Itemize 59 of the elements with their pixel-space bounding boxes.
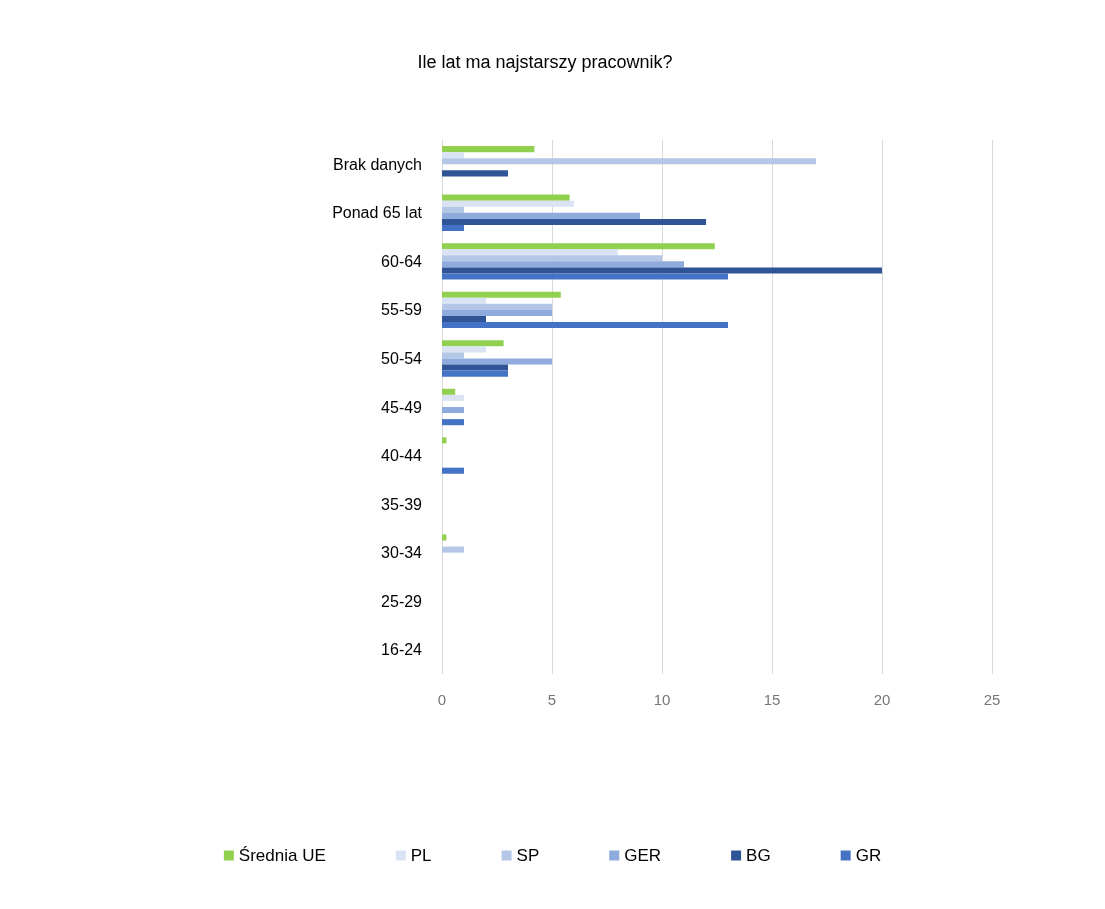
bar: [442, 249, 618, 256]
bar: [442, 419, 464, 426]
bar: [442, 261, 684, 268]
bar: [442, 370, 508, 377]
legend-label: GER: [624, 846, 662, 865]
bar: [442, 291, 561, 298]
bar: [442, 200, 574, 207]
bar: [442, 364, 508, 371]
legend-label: Średnia UE: [238, 846, 326, 865]
bar: [442, 534, 447, 541]
y-tick-label: 35-39: [381, 495, 423, 513]
bar: [442, 158, 816, 165]
bar: [442, 243, 715, 250]
bar: [442, 352, 464, 359]
bar: [442, 146, 535, 153]
bar: [442, 546, 464, 553]
y-tick-label: 45-49: [381, 398, 423, 416]
x-tick-label: 5: [547, 691, 557, 708]
bar: [442, 388, 456, 395]
legend-label: BG: [746, 846, 771, 865]
x-tick-label: 20: [873, 691, 891, 708]
bar: [442, 218, 706, 225]
y-tick-label: 30-34: [381, 544, 423, 562]
bar: [442, 358, 552, 365]
bar: [442, 394, 464, 401]
bar: [442, 224, 464, 232]
bar: [442, 467, 464, 474]
bar: [442, 309, 552, 316]
bar: [442, 407, 464, 414]
bar: [442, 340, 504, 347]
y-tick-label: 40-44: [381, 447, 423, 465]
chart-title: Ile lat ma najstarszy pracownik?: [417, 52, 673, 72]
x-tick-label: 0: [437, 691, 447, 708]
bar: [442, 170, 508, 177]
bar: [442, 297, 486, 304]
legend-label: SP: [516, 846, 540, 865]
x-tick-label: 25: [983, 691, 1001, 708]
bar: [442, 255, 662, 262]
y-tick-label: 25-29: [381, 592, 423, 610]
bar: [442, 194, 570, 201]
bar: [442, 315, 486, 323]
y-tick-label: 55-59: [381, 301, 423, 319]
y-tick-label: Ponad 65 lat: [332, 204, 423, 222]
bar: [442, 267, 882, 274]
bar: [442, 206, 464, 213]
x-tick-label: 10: [653, 691, 671, 708]
bar: [442, 212, 640, 219]
y-tick-label: 50-54: [381, 349, 423, 367]
bar: [442, 322, 728, 329]
y-tick-label: Brak danych: [333, 155, 422, 173]
x-tick-label: 15: [763, 691, 781, 708]
bar: [442, 346, 486, 353]
bar: [442, 303, 552, 310]
y-tick-label: 60-64: [381, 252, 423, 270]
bar: [442, 152, 464, 159]
legend-label: GR: [855, 846, 882, 865]
legend-label: PL: [410, 846, 432, 865]
bar: [442, 273, 728, 280]
y-tick-label: 16-24: [381, 641, 423, 659]
